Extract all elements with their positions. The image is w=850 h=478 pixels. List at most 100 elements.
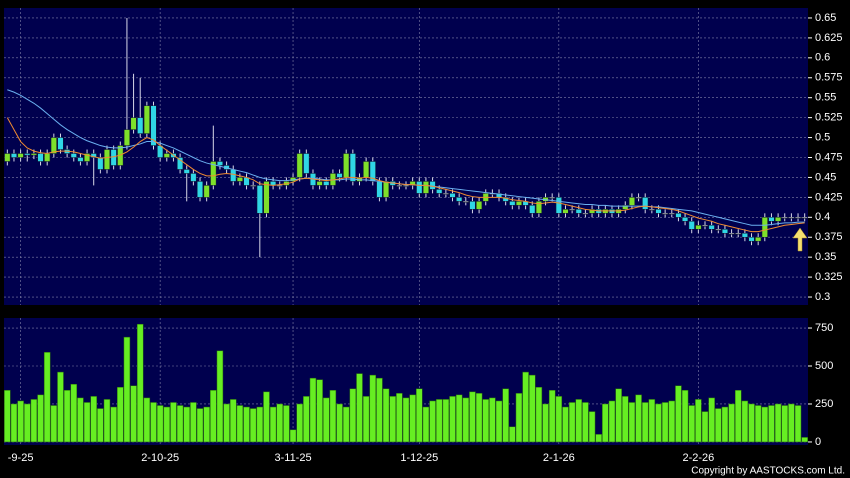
volume-bar [156,405,164,443]
candle-body [303,153,310,174]
volume-bar [774,403,782,443]
candle-body [110,149,117,166]
volume-bar [548,390,556,443]
volume-bar [608,400,616,443]
volume-bar [668,400,676,443]
volume-bar [768,405,775,443]
candle-body [509,201,516,206]
candle-body [416,181,423,194]
candle-body [456,197,463,202]
candle-body [695,225,702,230]
volume-bar [701,411,709,443]
candle-body [37,153,44,162]
candle-body [177,157,184,170]
candle-body [376,181,383,198]
candle-body [24,153,31,156]
volume-bar [515,393,523,443]
candle-body [183,169,190,174]
y-tick-label: 0.6 [815,52,830,64]
y-tick-label: 0.55 [815,92,836,104]
candle-body [190,173,197,182]
volume-bar [150,402,157,443]
volume-bar [356,373,363,443]
candle-body [369,161,376,182]
candle-body [250,185,257,187]
candle-body [409,181,416,186]
candle-body [555,197,562,214]
volume-bar [635,394,642,443]
candle-body [775,217,782,222]
volume-bar [416,388,423,443]
candle-body [103,149,111,170]
volume-bar [801,437,808,443]
candle-body [655,209,662,214]
volume-bar [183,406,190,443]
volume-bar [595,434,602,443]
candle-body [77,157,84,162]
volume-bar [136,323,144,443]
volume-bar [728,403,735,443]
volume-bar [788,403,795,443]
y-tick-label: 0.4 [815,211,830,223]
candle-body [30,153,37,156]
volume-bar [555,396,563,443]
volume-bar [455,394,463,443]
volume-bar [622,396,629,443]
volume-bar [223,403,230,443]
candle-body [761,217,768,238]
candle-body [230,169,237,182]
candle-body [635,197,642,199]
volume-bar [97,408,104,443]
x-tick-label: 3-11-25 [274,452,311,464]
volume-bar [542,403,549,443]
candle-body [794,217,802,219]
x-tick-label: 1-12-25 [400,452,438,464]
volume-bar [176,405,184,443]
candle-body [535,201,542,214]
y-tick-label: 750 [815,322,833,334]
candle-body [462,201,469,203]
x-tick-label: -9-25 [8,452,34,464]
volume-bar [489,397,496,443]
volume-bar [303,396,310,443]
volume-bar [163,406,171,443]
volume-bar [708,397,715,443]
volume-bar [289,429,297,443]
volume-bar [123,336,131,443]
volume-bar [336,403,343,443]
candle-body [50,137,57,154]
candle-body [741,232,748,238]
candle-body [442,193,449,195]
arrow-icon [792,227,808,252]
volume-bar [229,399,237,443]
y-tick-label: 0.475 [815,151,843,163]
candle-body [383,181,390,198]
volume-bar [63,390,71,443]
volume-bar [748,403,755,443]
candle-body [316,181,323,186]
volume-bar [77,397,84,443]
x-tick-label: 2-2-26 [682,452,714,464]
volume-bar [57,371,64,443]
candle-body [163,153,170,158]
volume-bar [502,388,509,443]
volume-bar [216,350,224,443]
candle-body [701,225,709,227]
volume-bar [4,390,11,443]
volume-bar [376,377,383,443]
volume-bar [661,402,669,443]
volume-bar [761,406,769,443]
volume-bar [296,403,303,443]
candle-body [662,213,669,215]
volume-bar [529,374,536,443]
volume-bar [675,385,682,443]
volume-bar [615,388,622,443]
candle-body [276,185,283,187]
candle-body [210,161,217,186]
candle-body [363,161,370,178]
y-tick-label: 0.45 [815,171,836,183]
candle-body [203,185,210,198]
y-tick-label: 0.65 [815,12,836,24]
volume-bar [349,388,357,443]
